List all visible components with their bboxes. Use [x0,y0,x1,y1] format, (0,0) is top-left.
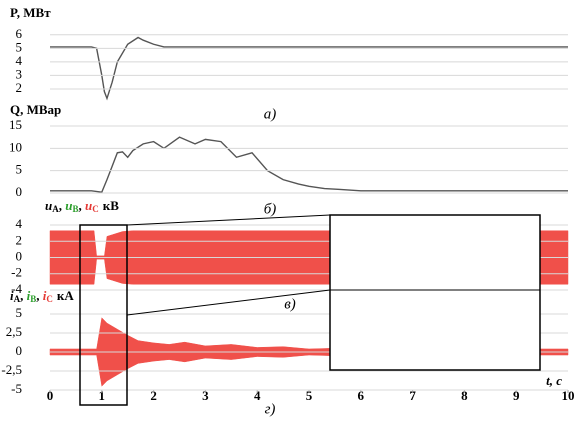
x-tick-label: 0 [47,388,54,403]
label-separator: кА [57,288,74,303]
legend-symbol: i [10,288,14,303]
x-tick-label: 7 [409,388,416,403]
panel-label: а) [264,106,277,122]
y-tick-label: 15 [9,117,22,132]
zoom-connector [126,289,331,316]
x-tick-label: 8 [461,388,468,403]
label-separator: , [20,288,27,303]
y-axis-label: iА, iВ, iС кА [10,288,74,304]
x-tick-label: 5 [306,388,313,403]
panel-label: г) [265,401,276,417]
data-line [50,136,568,193]
y-tick-label: 2 [16,232,23,247]
x-axis-label: t, с [546,373,562,388]
y-tick-label: 0 [16,184,23,199]
y-axis-label: uА, uВ, uС кВ [45,198,119,214]
y-tick-label: 2 [16,80,23,95]
zoom-inset [329,214,541,371]
legend-subscript: В [72,204,78,214]
legend-subscript: А [14,294,21,304]
panel-label: в) [284,296,296,312]
y-tick-label: 10 [9,139,22,154]
y-tick-label: -2 [11,265,22,280]
legend-subscript: А [52,204,59,214]
legend-symbol: i [27,288,31,303]
legend-symbol: u [45,198,52,213]
y-tick-label: 4 [16,53,23,68]
label-separator: , [36,288,43,303]
zoom-connector [126,214,331,226]
legend-subscript: С [46,294,53,304]
panel-label: б) [264,201,277,217]
y-tick-label: 6 [16,26,23,41]
y-tick-label: 5 [16,39,23,54]
y-tick-label: 0 [16,248,23,263]
y-tick-label: 0 [16,343,23,358]
x-tick-label: 1 [99,388,106,403]
y-tick-label: -5 [11,381,22,396]
legend-subscript: В [30,294,36,304]
x-tick-label: 4 [254,388,261,403]
x-tick-label: 3 [202,388,209,403]
legend-subscript: С [92,204,99,214]
x-tick-label: 9 [513,388,520,403]
y-tick-label: -2,5 [1,362,22,377]
y-tick-label: 2,5 [6,324,22,339]
label-separator: , [59,198,66,213]
legend-symbol: u [85,198,92,213]
label-separator: кВ [103,198,119,213]
y-axis-label: P, МВт [10,5,51,20]
y-tick-label: 4 [16,216,23,231]
y-axis-label: Q, МВар [10,102,61,117]
x-tick-label: 2 [150,388,157,403]
label-separator: , [78,198,85,213]
y-tick-label: 3 [16,66,23,81]
x-tick-label: 6 [358,388,365,403]
legend-symbol: i [43,288,47,303]
y-tick-label: 5 [16,305,23,320]
y-tick-label: 5 [16,162,23,177]
x-tick-label: 10 [562,388,575,403]
y-tick-label: -4 [11,281,22,296]
legend-symbol: u [65,198,72,213]
